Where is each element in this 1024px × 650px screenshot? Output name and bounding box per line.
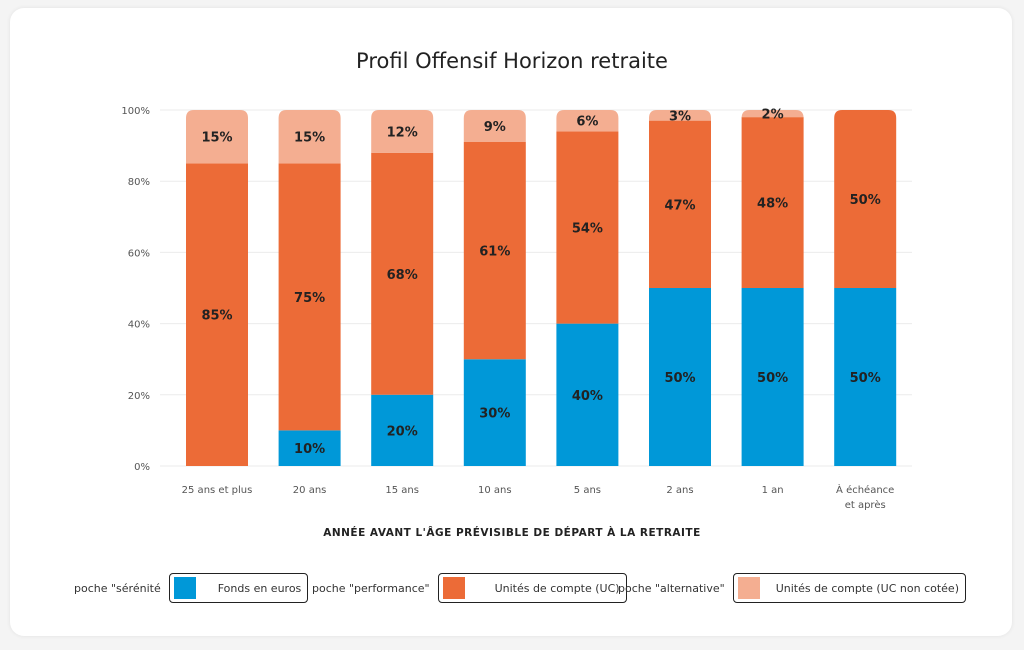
legend-label: Fonds en euros — [217, 581, 302, 595]
y-tick-label: 80% — [128, 177, 150, 188]
bar-segment — [371, 110, 434, 153]
x-tick-label: 5 ans — [574, 485, 601, 496]
legend-item-serenite: poche "sérénité Fonds en euros — [74, 573, 309, 603]
x-tick-label: 2 ans — [666, 485, 693, 496]
bar-segment — [834, 110, 897, 288]
data-label: 3% — [669, 109, 691, 124]
data-label: 50% — [850, 193, 881, 208]
legend-swatch — [737, 577, 760, 599]
data-label: 20% — [387, 424, 418, 439]
legend-pocket-label: poche "performance" — [312, 581, 430, 595]
data-label: 30% — [479, 407, 510, 422]
bar-segment — [741, 288, 804, 466]
legend-swatch — [173, 577, 196, 599]
bar-segment — [186, 163, 248, 466]
bar-segment — [834, 288, 897, 466]
bar-segment — [463, 110, 526, 143]
bar-segment — [556, 131, 619, 324]
bar-segment — [556, 323, 619, 466]
data-label: 2% — [762, 108, 784, 123]
y-tick-label: 60% — [128, 248, 150, 259]
bar-segment — [463, 142, 526, 360]
x-tick-label: À échéance — [836, 483, 894, 496]
y-tick-label: 0% — [134, 462, 150, 473]
x-tick-label: 10 ans — [478, 485, 512, 496]
chart-card: Profil Offensif Horizon retraite 0% 20% 40%… — [10, 8, 1012, 636]
bar-segment — [371, 152, 434, 395]
chart-title: Profil Offensif Horizon retraite — [356, 49, 668, 73]
data-label: 54% — [572, 221, 603, 236]
x-axis-title: ANNÉE AVANT L'ÂGE PRÉVISIBLE DE DÉPART À… — [323, 526, 701, 539]
x-tick-label: et après — [845, 499, 886, 511]
legend-item-performance: poche "performance" Unités de compte (UC… — [312, 573, 627, 603]
legend-label: Unités de compte (UC) — [494, 581, 620, 595]
x-tick-label: 25 ans et plus — [182, 485, 253, 496]
bar-segment — [463, 359, 526, 466]
y-tick-label: 40% — [128, 320, 150, 331]
bar-segment — [278, 430, 341, 466]
data-label: 15% — [294, 131, 325, 146]
bar-segment — [186, 110, 248, 164]
data-label: 68% — [387, 268, 418, 283]
legend-pocket-label: poche "alternative" — [618, 581, 725, 595]
bar-segment — [371, 394, 434, 466]
data-label: 10% — [294, 442, 325, 457]
bar-segment — [278, 110, 341, 164]
bar-segment — [649, 110, 711, 121]
bar-segment — [556, 110, 619, 132]
y-tick-label: 100% — [121, 106, 150, 117]
bar-segment — [741, 117, 804, 289]
data-label: 12% — [387, 125, 418, 140]
x-tick-label: 20 ans — [293, 485, 327, 496]
data-label: 15% — [201, 131, 232, 146]
data-label: 75% — [294, 291, 325, 306]
x-tick-label: 1 an — [762, 485, 784, 496]
bar-segment — [741, 110, 804, 118]
legend-item-alternative: poche "alternative" Unités de compte (UC… — [618, 573, 966, 603]
x-tick-label: 15 ans — [385, 485, 419, 496]
y-tick-label: 20% — [128, 391, 150, 402]
bar-segment — [278, 163, 341, 431]
data-label: 50% — [850, 371, 881, 386]
bar-segment — [649, 288, 711, 466]
data-label: 9% — [484, 120, 506, 135]
data-label: 61% — [479, 245, 510, 260]
data-label: 48% — [757, 197, 788, 212]
data-label: 40% — [572, 389, 603, 404]
stacked-bar-chart: Profil Offensif Horizon retraite 0% 20% 40%… — [121, 49, 912, 539]
legend-label: Unités de compte (UC non cotée) — [775, 581, 959, 595]
data-label: 50% — [664, 371, 695, 386]
data-label: 6% — [576, 115, 598, 130]
data-label: 47% — [664, 198, 695, 213]
data-label: 50% — [757, 371, 788, 386]
legend-swatch — [442, 577, 465, 599]
bar-segment — [649, 120, 711, 289]
legend-pocket-label: poche "sérénité — [74, 581, 161, 595]
data-label: 85% — [201, 309, 232, 324]
